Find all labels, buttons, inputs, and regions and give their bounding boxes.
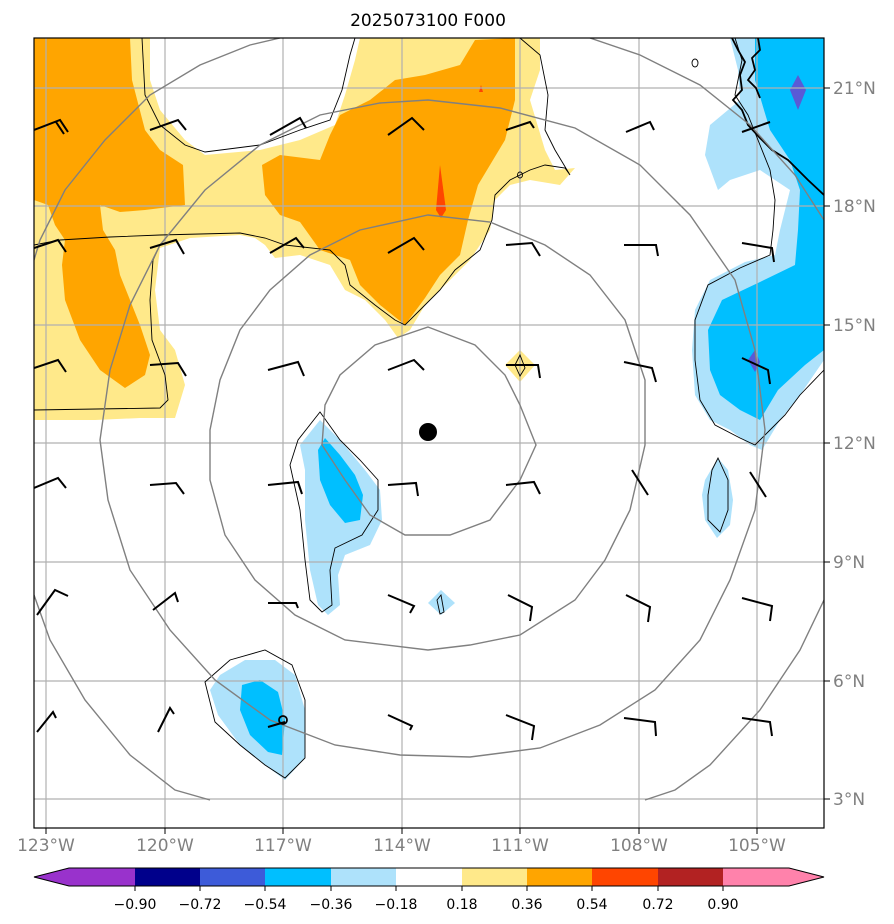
colorbar-segment [527, 868, 592, 886]
colorbar-segment [592, 868, 658, 886]
colorbar-tick-label: −0.54 [244, 897, 287, 913]
colorbar-segment [135, 868, 200, 886]
lat-label: 12°N [833, 434, 876, 454]
colorbar-segment [396, 868, 462, 886]
colorbar-segment [200, 868, 265, 886]
colorbar-segment [658, 868, 723, 886]
lat-label: 9°N [833, 553, 865, 573]
lon-label: 123°W [17, 836, 75, 856]
gridlines [34, 38, 824, 828]
colorbar-extend-low [34, 868, 69, 886]
longitude-labels: 123°W 120°W 117°W 114°W 111°W 108°W 105°… [17, 836, 786, 856]
colorbar-tick-label: 0.18 [446, 897, 477, 913]
colorbar-tick-label: 0.36 [511, 897, 542, 913]
colorbar-tick-label: 0.90 [707, 897, 738, 913]
colorbar-tick-label: −0.90 [114, 897, 157, 913]
colorbar-tick-label: −0.72 [179, 897, 222, 913]
lat-label: 3°N [833, 790, 865, 810]
colorbar-extend-high [789, 868, 824, 886]
axis-ticks [45, 87, 830, 834]
lon-label: 105°W [728, 836, 786, 856]
lon-label: 120°W [136, 836, 194, 856]
colorbar-segment [265, 868, 331, 886]
lon-label: 114°W [373, 836, 431, 856]
colorbar-segment [331, 868, 396, 886]
lon-label: 111°W [491, 836, 549, 856]
lat-label: 18°N [833, 197, 876, 217]
colorbar-tick-label: 0.54 [576, 897, 607, 913]
colorbar: −0.90 −0.72 −0.54 −0.36 −0.18 0.18 0.36 … [33, 867, 825, 913]
plot-area [34, 38, 824, 828]
colorbar-tick-label: 0.72 [642, 897, 673, 913]
storm-center-marker [419, 423, 437, 441]
lat-label: 15°N [833, 316, 876, 336]
wind-barbs [34, 116, 775, 741]
colorbar-outline [33, 867, 825, 887]
map-title: 2025073100 F000 [350, 11, 506, 31]
positive-anomaly-medium [34, 38, 515, 388]
secondary-marker [278, 715, 288, 725]
colorbar-ticks [134, 886, 724, 891]
colorbar-tick-label: −0.36 [310, 897, 353, 913]
colorbar-segment [69, 868, 135, 886]
plot-frame [33, 37, 825, 829]
colorbar-segment [462, 868, 527, 886]
colorbar-segment [723, 868, 789, 886]
colorbar-tick-label: −0.18 [375, 897, 418, 913]
lon-label: 117°W [254, 836, 312, 856]
coastline [731, 38, 824, 196]
lon-label: 108°W [610, 836, 668, 856]
latitude-labels: 3°N 6°N 9°N 12°N 15°N 18°N 21°N [833, 79, 876, 810]
lat-label: 6°N [833, 672, 865, 692]
lat-label: 21°N [833, 79, 876, 99]
